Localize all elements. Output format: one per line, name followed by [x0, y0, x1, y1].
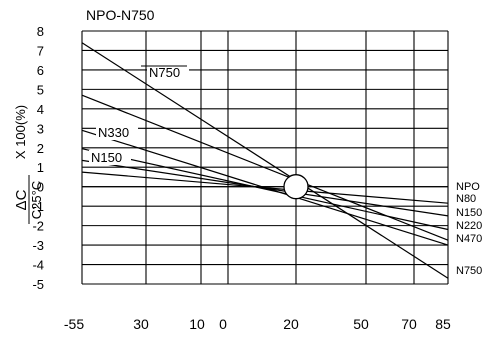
series-label-npo: NPO [456, 181, 480, 193]
y-axis-fraction-numerator: ΔC [13, 189, 30, 210]
series-label-n220: N220 [456, 220, 482, 232]
x-tick-label-7: 85 [435, 316, 451, 332]
annotation-background-n330 [96, 125, 138, 140]
x-tick-label-5: 50 [353, 316, 369, 332]
y-tick-label-0: 8 [37, 24, 44, 39]
x-tick-label-0: -55 [64, 316, 84, 332]
y-tick-label-12: -4 [32, 258, 44, 273]
series-label-n750: N750 [456, 265, 482, 277]
annotation-background-n750 [147, 65, 189, 80]
x-tick-label-6: 70 [401, 316, 417, 332]
y-tick-label-13: -5 [32, 277, 44, 292]
y-tick-label-6: 2 [37, 141, 44, 156]
x-tick-label-1: 30 [133, 316, 149, 332]
y-tick-label-8: 0 [37, 180, 44, 195]
series-label-n470: N470 [456, 233, 482, 245]
y-tick-label-9: -1 [32, 199, 44, 214]
series-line-n750 [81, 42, 449, 279]
series-line-n330 [81, 129, 449, 246]
y-tick-label-10: -2 [32, 219, 44, 234]
series-label-n150: N150 [456, 207, 482, 219]
y-tick-label-1: 7 [37, 43, 44, 58]
grid-layer [81, 30, 449, 285]
x-tick-label-3: 0 [219, 316, 227, 332]
annotation-background-n150 [89, 150, 131, 165]
annotation-n150: N150 [91, 150, 122, 165]
x-tick-label-2: 10 [189, 316, 205, 332]
y-tick-label-5: 3 [37, 121, 44, 136]
annotation-n330: N330 [98, 125, 129, 140]
y-axis-label: X 100(%) [13, 105, 28, 159]
y-tick-label-2: 6 [37, 63, 44, 78]
y-axis-fraction-denominator: C25°C [29, 181, 44, 219]
series-line-n470 [81, 94, 449, 241]
reference-circle-layer [283, 174, 309, 200]
y-tick-label-3: 5 [37, 82, 44, 97]
annotation-n750: N750 [149, 65, 180, 80]
x-tick-label-4: 20 [283, 316, 299, 332]
series-label-n80: N80 [456, 193, 476, 205]
series-layer [81, 42, 449, 279]
reference-point-circle [283, 174, 309, 200]
y-tick-label-11: -3 [32, 238, 44, 253]
y-tick-label-4: 4 [37, 102, 44, 117]
y-tick-label-7: 1 [37, 160, 44, 175]
chart-title: NPO-N750 [86, 7, 155, 23]
